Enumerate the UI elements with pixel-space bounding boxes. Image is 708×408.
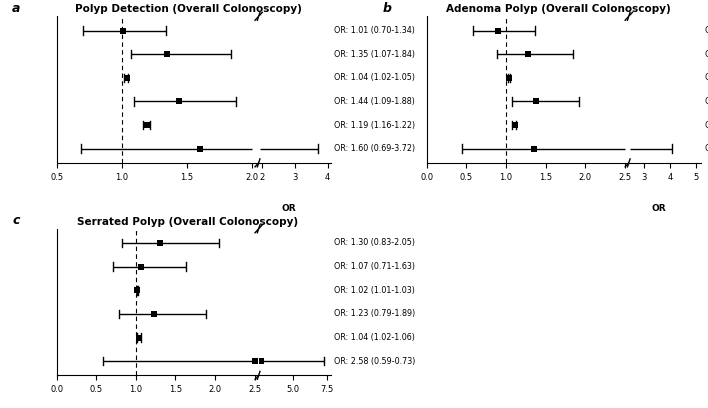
Text: OR: 1.38 (1.07-1.92): OR: 1.38 (1.07-1.92) bbox=[704, 97, 708, 106]
Text: OR: 1.44 (1.09-1.88): OR: 1.44 (1.09-1.88) bbox=[334, 97, 416, 106]
Text: OR: 1.07 (0.71-1.63): OR: 1.07 (0.71-1.63) bbox=[334, 262, 416, 271]
Title: Adenoma Polyp (Overall Colonoscopy): Adenoma Polyp (Overall Colonoscopy) bbox=[446, 4, 670, 14]
Text: OR: 1.04 (1.02-1.06): OR: 1.04 (1.02-1.06) bbox=[334, 333, 416, 342]
Text: OR: OR bbox=[652, 204, 666, 213]
Text: OR: 0.90 (0.59-1.37): OR: 0.90 (0.59-1.37) bbox=[704, 26, 708, 35]
Text: c: c bbox=[12, 214, 20, 227]
Text: a: a bbox=[12, 2, 21, 15]
Text: OR: 1.19 (1.16-1.22): OR: 1.19 (1.16-1.22) bbox=[334, 120, 416, 130]
Text: OR: 2.58 (0.59-0.73): OR: 2.58 (0.59-0.73) bbox=[334, 357, 416, 366]
Text: OR: 1.04 (1.02-1.05): OR: 1.04 (1.02-1.05) bbox=[334, 73, 416, 82]
Text: OR: 1.23 (0.79-1.89): OR: 1.23 (0.79-1.89) bbox=[334, 309, 416, 318]
Text: OR: 1.04 (1.02-1.05): OR: 1.04 (1.02-1.05) bbox=[704, 73, 708, 82]
Text: OR: 1.11 (1.08-1.13): OR: 1.11 (1.08-1.13) bbox=[704, 120, 708, 130]
Title: Polyp Detection (Overall Colonoscopy): Polyp Detection (Overall Colonoscopy) bbox=[74, 4, 302, 14]
Text: OR: 1.28 (0.89-1.84): OR: 1.28 (0.89-1.84) bbox=[704, 50, 708, 59]
Text: OR: 1.35 (0.45-4.08): OR: 1.35 (0.45-4.08) bbox=[704, 144, 708, 153]
Text: b: b bbox=[382, 2, 392, 15]
Text: OR: 1.02 (1.01-1.03): OR: 1.02 (1.01-1.03) bbox=[334, 286, 416, 295]
Text: OR: OR bbox=[282, 204, 296, 213]
Text: OR: 1.30 (0.83-2.05): OR: 1.30 (0.83-2.05) bbox=[334, 239, 416, 248]
Text: OR: 1.60 (0.69-3.72): OR: 1.60 (0.69-3.72) bbox=[334, 144, 416, 153]
Text: OR: 1.35 (1.07-1.84): OR: 1.35 (1.07-1.84) bbox=[334, 50, 416, 59]
Title: Serrated Polyp (Overall Colonoscopy): Serrated Polyp (Overall Colonoscopy) bbox=[77, 217, 299, 227]
Text: OR: 1.01 (0.70-1.34): OR: 1.01 (0.70-1.34) bbox=[334, 26, 416, 35]
